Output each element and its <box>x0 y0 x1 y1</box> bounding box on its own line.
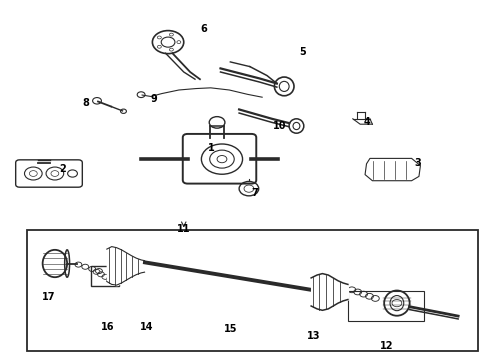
Text: 9: 9 <box>151 94 158 104</box>
Bar <box>27 230 478 351</box>
Text: 5: 5 <box>299 47 306 57</box>
Text: 17: 17 <box>42 292 56 302</box>
Bar <box>91 266 119 286</box>
Text: 1: 1 <box>208 143 215 153</box>
Text: 4: 4 <box>363 117 370 127</box>
Text: 3: 3 <box>414 158 421 168</box>
Text: 12: 12 <box>380 341 394 351</box>
Text: 6: 6 <box>200 24 207 34</box>
Text: 10: 10 <box>272 121 286 131</box>
Bar <box>348 291 424 321</box>
Text: 2: 2 <box>59 164 66 174</box>
Text: 11: 11 <box>177 224 191 234</box>
Text: 7: 7 <box>251 188 258 198</box>
Text: 14: 14 <box>140 322 154 332</box>
Text: 16: 16 <box>101 322 115 332</box>
Text: 15: 15 <box>223 324 237 334</box>
Text: 8: 8 <box>82 98 89 108</box>
Text: 13: 13 <box>307 330 320 341</box>
